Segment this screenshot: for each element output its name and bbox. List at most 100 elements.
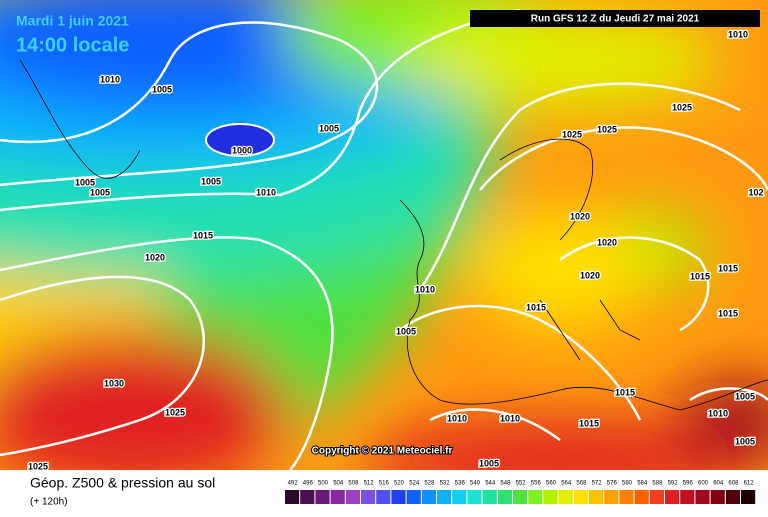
footer-title: Géop. Z500 & pression au sol — [30, 475, 215, 491]
scale-label: 608 — [728, 481, 739, 487]
scale-swatch — [330, 490, 345, 504]
scale-swatch — [467, 490, 482, 504]
scale-swatch — [741, 490, 756, 504]
isobar-label: 1005 — [319, 123, 339, 133]
isobar-label: 1015 — [718, 308, 738, 318]
isobar-label: 1010 — [728, 29, 748, 39]
scale-swatch — [543, 490, 558, 504]
scale-swatch — [634, 490, 649, 504]
scale-label: 572 — [592, 481, 603, 487]
isobar-label: 1005 — [75, 177, 95, 187]
isobar-label: 1010 — [447, 413, 467, 423]
scale-label: 492 — [288, 481, 299, 487]
isobar-label: 1020 — [597, 237, 617, 247]
scale-swatch — [725, 490, 740, 504]
scale-label: 496 — [303, 481, 314, 487]
scale-swatch — [300, 490, 315, 504]
isobar-label: 1015 — [526, 302, 546, 312]
scale-label: 580 — [622, 481, 633, 487]
isobar-label: 1005 — [479, 458, 499, 468]
scale-swatch — [710, 490, 725, 504]
scale-label: 556 — [531, 481, 542, 487]
scale-swatch — [513, 490, 528, 504]
scale-label: 604 — [713, 481, 724, 487]
scale-swatch — [406, 490, 421, 504]
valid-time: 14:00 locale — [16, 34, 129, 56]
color-scale: 492 496 500 504 508 512 516 520 524 528 532 536 540 5… — [285, 481, 756, 504]
scale-swatch — [497, 490, 512, 504]
scale-label: 520 — [394, 481, 405, 487]
scale-label: 592 — [668, 481, 679, 487]
scale-label: 548 — [500, 481, 511, 487]
scale-label: 588 — [652, 481, 663, 487]
scale-swatch — [528, 490, 543, 504]
scale-label: 596 — [683, 481, 694, 487]
scale-label: 576 — [607, 481, 618, 487]
isobar-label: 1010 — [256, 187, 276, 197]
scale-label: 584 — [637, 481, 648, 487]
isobar-label: 1025 — [562, 129, 582, 139]
scale-label: 500 — [318, 481, 329, 487]
isobar-label: 1005 — [90, 187, 110, 197]
isobar-label: 1005 — [735, 436, 755, 446]
scale-swatch — [421, 490, 436, 504]
scale-swatch — [361, 490, 376, 504]
scale-swatch — [437, 490, 452, 504]
isobars — [0, 8, 768, 470]
isobar-label: 1025 — [165, 407, 185, 417]
isobar-label: 1000 — [232, 145, 252, 155]
isobar-label: 1010 — [100, 74, 120, 84]
scale-swatch — [376, 490, 391, 504]
scale-label: 524 — [409, 481, 420, 487]
scale-label: 508 — [348, 481, 359, 487]
scale-swatch — [649, 490, 664, 504]
scale-label: 560 — [546, 481, 557, 487]
scale-swatch — [482, 490, 497, 504]
scale-label: 600 — [698, 481, 709, 487]
scale-label: 536 — [455, 481, 466, 487]
isobar-label: 1010 — [708, 408, 728, 418]
isobar-label: 1005 — [735, 391, 755, 401]
scale-label: 528 — [424, 481, 435, 487]
isobar-label: 1020 — [145, 252, 165, 262]
isobar-label: 1015 — [193, 230, 213, 240]
isobar-label: 1020 — [580, 270, 600, 280]
scale-swatch — [285, 490, 300, 504]
scale-label: 540 — [470, 481, 481, 487]
isobar-labels: 1010100510001005100510051005101010151020… — [27, 28, 765, 473]
scale-swatch — [345, 490, 360, 504]
scale-swatch — [665, 490, 680, 504]
isobar-label: 1005 — [201, 176, 221, 186]
run-info: Run GFS 12 Z du Jeudi 27 mai 2021 — [531, 14, 700, 25]
scale-swatch — [695, 490, 710, 504]
scale-label: 532 — [440, 481, 451, 487]
scale-swatch — [604, 490, 619, 504]
scale-swatch — [315, 490, 330, 504]
scale-label: 568 — [576, 481, 587, 487]
scale-label: 552 — [516, 481, 527, 487]
isobar-label: 1015 — [579, 418, 599, 428]
scale-label: 504 — [333, 481, 344, 487]
scale-label: 544 — [485, 481, 496, 487]
scale-swatch — [558, 490, 573, 504]
scale-label: 516 — [379, 481, 390, 487]
isobar-label: 102 — [748, 187, 763, 197]
isobar-label: 1030 — [104, 378, 124, 388]
scale-swatch — [391, 490, 406, 504]
valid-date: Mardi 1 juin 2021 — [16, 13, 129, 29]
run-box — [470, 10, 760, 27]
isobar-label: 1025 — [672, 102, 692, 112]
scale-swatch — [589, 490, 604, 504]
isobar-label: 1005 — [152, 84, 172, 94]
isobar-label: 1015 — [690, 271, 710, 281]
isobar-label: 1020 — [570, 211, 590, 221]
scale-swatch — [680, 490, 695, 504]
isobar-label: 1010 — [500, 413, 520, 423]
isobar-label: 1005 — [396, 326, 416, 336]
scale-label: 564 — [561, 481, 572, 487]
isobar-label: 1025 — [28, 461, 48, 471]
isobar-label: 1025 — [597, 124, 617, 134]
